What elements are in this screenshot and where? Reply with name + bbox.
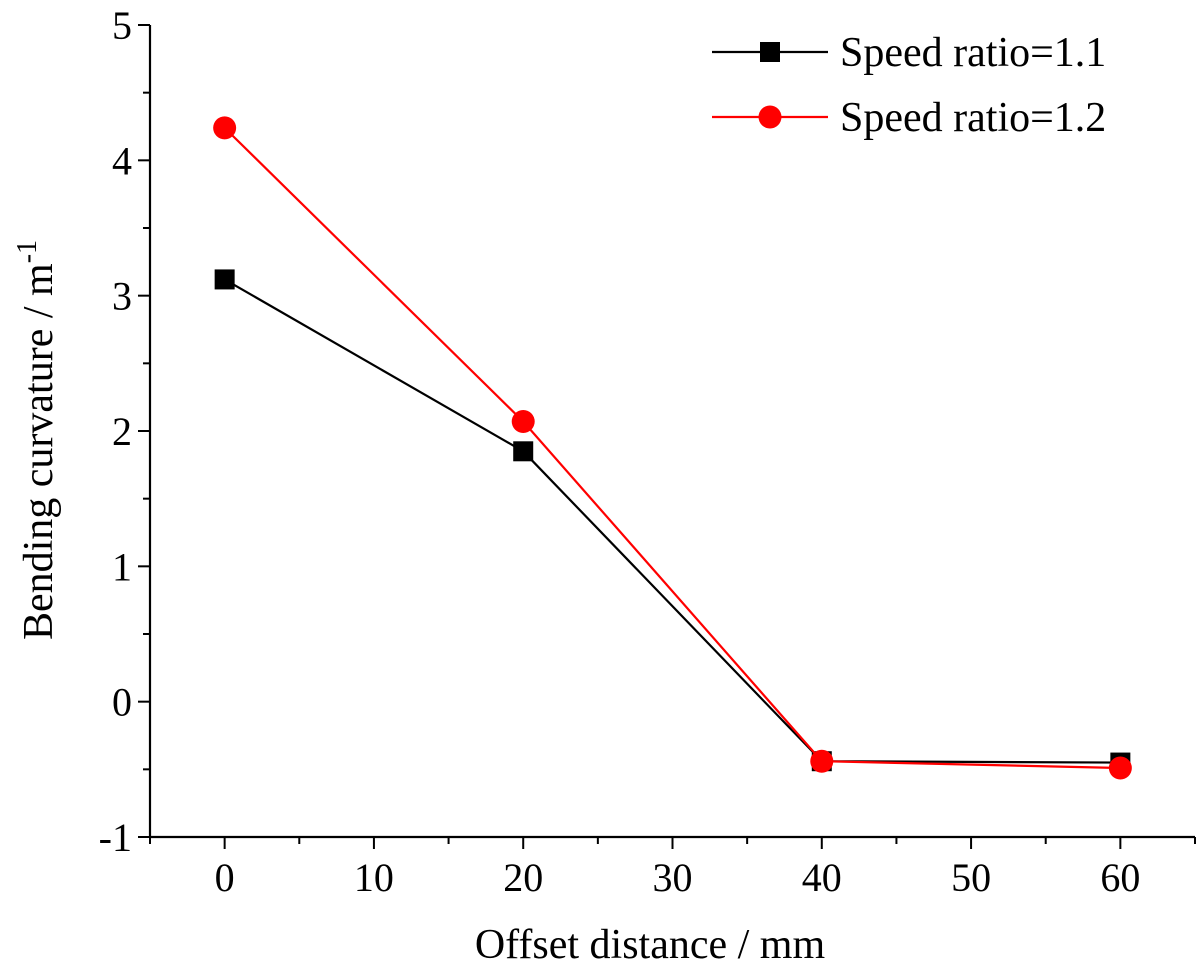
y-tick-label: 3 xyxy=(112,274,132,319)
y-axis-title: Bending curvature / m-1 xyxy=(12,240,62,640)
x-tick-label: 40 xyxy=(802,855,842,900)
legend-label: Speed ratio=1.2 xyxy=(840,95,1106,141)
x-tick-label: 0 xyxy=(215,855,235,900)
data-point xyxy=(214,269,235,290)
legend-item: Speed ratio=1.2 xyxy=(712,95,1106,141)
plot-area xyxy=(148,25,1195,839)
series-2 xyxy=(213,116,1132,780)
legend-label: Speed ratio=1.1 xyxy=(840,30,1106,76)
series-1 xyxy=(214,269,1131,773)
y-tick-label: 0 xyxy=(112,680,132,725)
data-point xyxy=(213,116,237,140)
series-line xyxy=(223,127,1121,770)
y-tick-label: 5 xyxy=(112,3,132,48)
x-tick-label: 10 xyxy=(354,855,394,900)
series-layer xyxy=(213,116,1132,780)
y-ticks: -1 0 1 2 3 4 5 xyxy=(99,3,150,860)
y-tick-label: 4 xyxy=(112,138,132,183)
legend-item: Speed ratio=1.1 xyxy=(712,30,1106,76)
x-tick-label: 30 xyxy=(653,855,693,900)
legend-marker xyxy=(760,42,780,62)
x-tick-label: 50 xyxy=(951,855,991,900)
x-ticks: 0 10 20 30 40 50 60 xyxy=(149,837,1196,900)
x-tick-label: 20 xyxy=(503,855,543,900)
y-tick-label: 1 xyxy=(112,544,132,589)
data-point xyxy=(511,410,535,434)
series-line xyxy=(224,278,1121,764)
x-axis-title: Offset distance / mm xyxy=(475,922,826,968)
data-point xyxy=(1108,756,1132,780)
y-tick-label: 2 xyxy=(112,409,132,454)
x-tick-label: 60 xyxy=(1100,855,1140,900)
legend-marker xyxy=(758,105,782,129)
data-point xyxy=(513,441,534,462)
y-axis-title-main: Bending curvature / m xyxy=(16,263,62,640)
legend: Speed ratio=1.1 Speed ratio=1.2 xyxy=(712,30,1106,141)
data-point xyxy=(810,749,834,773)
y-axis-title-superscript: -1 xyxy=(12,240,43,263)
y-tick-label: -1 xyxy=(99,815,132,860)
